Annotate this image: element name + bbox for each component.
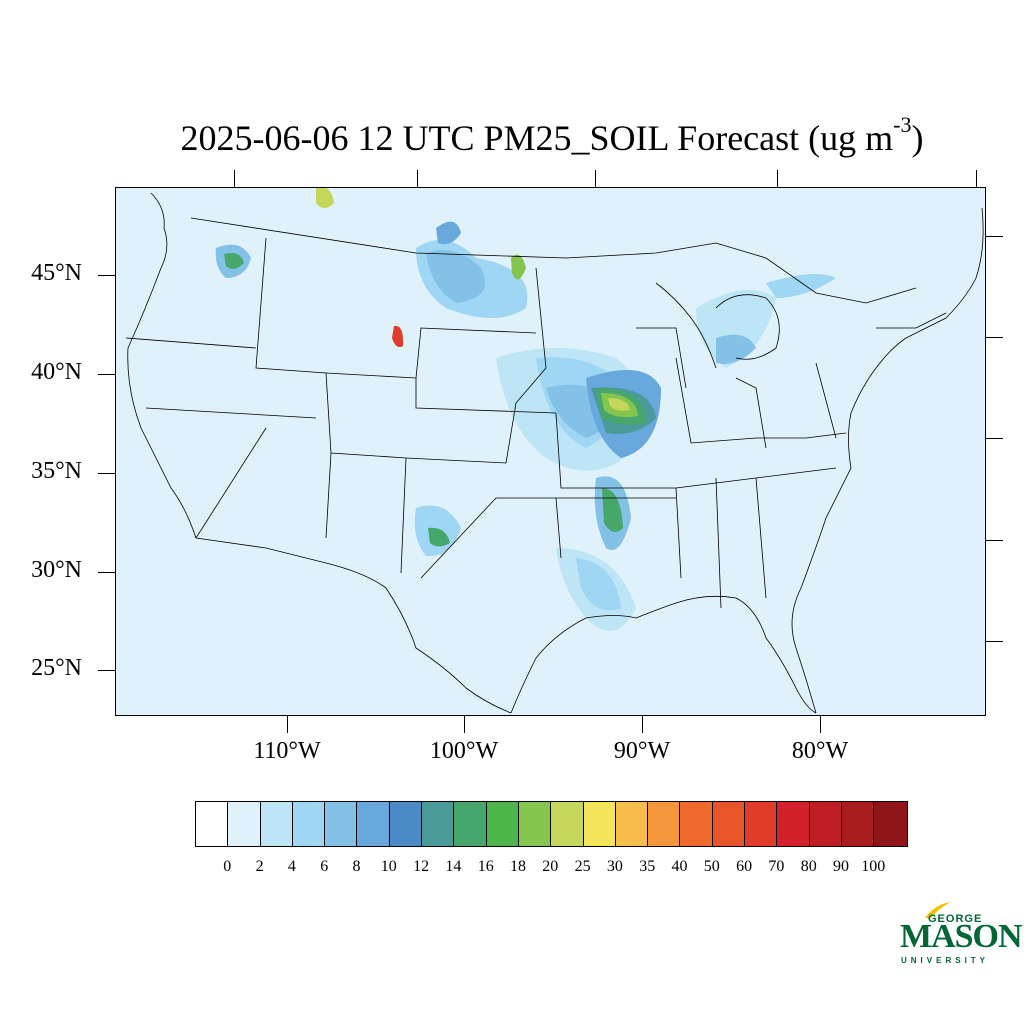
map-panel (115, 187, 986, 716)
colorbar-swatch (648, 802, 681, 846)
right-tick (986, 641, 1003, 642)
right-tick (986, 236, 1003, 237)
colorbar-label: 80 (800, 858, 817, 875)
colorbar-swatch (712, 802, 746, 846)
bottom-tick (287, 716, 288, 733)
lon-label-90: 90°W (613, 738, 671, 764)
colorbar-swatch (389, 802, 423, 846)
colorbar-swatch (357, 802, 390, 846)
colorbar-label: 40 (671, 858, 688, 875)
colorbar-swatch (228, 802, 261, 846)
colorbar-label: 18 (510, 858, 526, 875)
left-tick (98, 473, 115, 474)
top-tick (976, 170, 977, 187)
colorbar-swatch (745, 802, 778, 846)
lat-label-45: 45°N (31, 260, 82, 286)
lon-label-80: 80°W (791, 738, 849, 764)
colorbar-swatch (325, 802, 358, 846)
colorbar-label: 14 (445, 858, 462, 875)
colorbar-swatch (196, 802, 229, 846)
left-tick (98, 670, 115, 671)
colorbar-swatch (583, 802, 616, 846)
top-tick (595, 170, 596, 187)
colorbar-swatch (454, 802, 487, 846)
colorbar-swatch (422, 802, 455, 846)
top-tick (417, 170, 418, 187)
logo-george: GEORGE (928, 913, 983, 925)
colorbar-label: 35 (639, 858, 656, 875)
lat-label-30: 30°N (31, 557, 82, 583)
title-main: 2025-06-06 12 UTC PM25_SOIL Forecast (ug… (180, 118, 894, 158)
colorbar-label: 2 (255, 858, 264, 875)
colorbar-label: 100 (861, 858, 886, 875)
colorbar-swatch (486, 802, 519, 846)
colorbar-label: 10 (380, 858, 397, 875)
colorbar-swatch (615, 802, 649, 846)
bottom-tick (642, 716, 643, 733)
lon-label-110: 110°W (253, 738, 321, 764)
lat-label-35: 35°N (31, 458, 82, 484)
colorbar-label: 60 (736, 858, 753, 875)
colorbar-label: 50 (703, 858, 720, 875)
concentration-field (215, 188, 836, 631)
left-tick (98, 572, 115, 573)
colorbar-swatch (777, 802, 810, 846)
colorbar (195, 801, 908, 847)
map-title: 2025-06-06 12 UTC PM25_SOIL Forecast (ug… (0, 112, 1024, 159)
logo-mason: MASON (900, 918, 1023, 955)
lat-label-25: 25°N (31, 655, 82, 681)
left-tick (98, 374, 115, 375)
right-tick (986, 438, 1003, 439)
forecast-map (125, 188, 984, 714)
colorbar-label: 16 (477, 858, 494, 875)
colorbar-swatch (874, 802, 907, 846)
title-superscript: -3 (893, 112, 912, 137)
gmu-logo: GEORGE MASON UNIVERSITY (895, 900, 1023, 970)
colorbar-swatch (292, 802, 326, 846)
lon-label-100: 100°W (429, 738, 499, 764)
colorbar-swatch (809, 802, 842, 846)
colorbar-label: 12 (413, 858, 430, 875)
colorbar-label: 4 (287, 858, 296, 875)
colorbar-swatch (518, 802, 552, 846)
colorbar-swatch (841, 802, 875, 846)
colorbar-label: 90 (833, 858, 849, 875)
title-close: ) (911, 118, 924, 158)
logo-swoosh-icon (925, 902, 951, 918)
colorbar-label: 6 (320, 858, 329, 875)
colorbar-label: 0 (223, 858, 232, 875)
top-tick (234, 170, 235, 187)
logo-university: UNIVERSITY (901, 956, 990, 965)
lat-label-40: 40°N (31, 359, 82, 385)
top-tick (777, 170, 778, 187)
colorbar-label: 30 (606, 858, 623, 875)
colorbar-label: 20 (542, 858, 559, 875)
colorbar-label: 8 (352, 858, 361, 875)
colorbar-swatch (680, 802, 713, 846)
colorbar-swatch (260, 802, 293, 846)
bottom-tick (464, 716, 465, 733)
colorbar-label: 25 (574, 858, 591, 875)
colorbar-label: 70 (768, 858, 785, 875)
borders (125, 192, 984, 714)
colorbar-swatch (551, 802, 584, 846)
left-tick (98, 275, 115, 276)
right-tick (986, 540, 1003, 541)
right-tick (986, 337, 1003, 338)
bottom-tick (820, 716, 821, 733)
